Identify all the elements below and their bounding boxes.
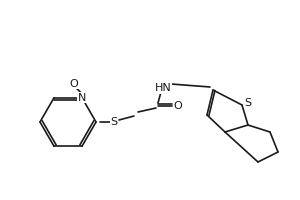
Text: N: N [78, 93, 86, 103]
Text: HN: HN [154, 83, 171, 93]
Text: O: O [174, 101, 182, 111]
Text: S: S [110, 117, 118, 127]
Text: S: S [244, 98, 252, 108]
Text: HN: HN [154, 83, 171, 93]
Text: O: O [70, 79, 78, 89]
